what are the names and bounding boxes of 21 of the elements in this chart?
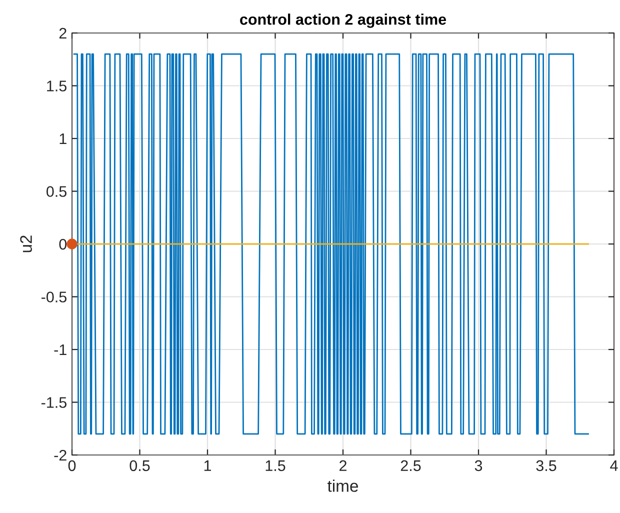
y-tick-label: 2 [59,28,66,39]
x-tick-label: 1.5 [266,460,286,472]
x-tick-label: 2 [340,460,346,471]
y-tick-label: 1.5 [47,80,66,92]
x-tick-label: 0 [68,460,76,472]
y-axis-title: u2 [20,236,32,252]
x-tick-label: 2.5 [400,460,421,472]
y-tick-label: 0 [59,238,67,250]
y-tick-label: -0.5 [41,292,66,302]
x-tick-label: 1 [204,460,212,471]
y-tick-label: 1 [60,134,66,144]
y-tick-label: -1 [54,344,66,356]
x-tick-label: 4 [610,460,618,471]
y-tick-label: -1.5 [41,397,66,408]
x-tick-label: 3 [474,460,482,472]
y-tick-label: 0.5 [46,186,66,197]
x-tick-label: 3.5 [536,460,556,472]
chart-title: control action 2 against time [240,14,446,28]
y-tick-label: -2 [54,450,66,461]
x-axis-title: time [328,480,358,492]
x-tick-label: 0.5 [130,460,150,472]
